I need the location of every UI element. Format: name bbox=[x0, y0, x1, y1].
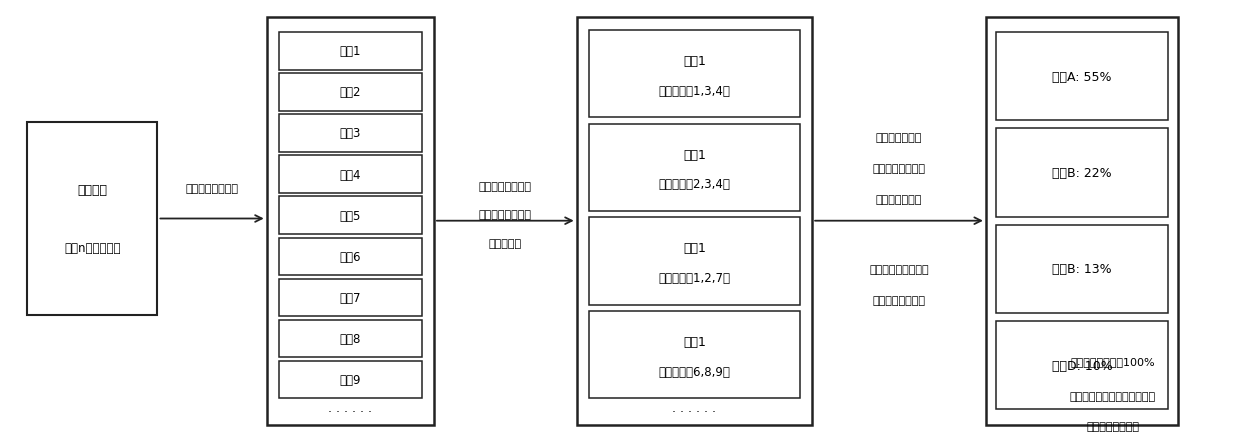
Text: 规则1: 规则1 bbox=[340, 45, 361, 58]
Text: 当某定界结果被确认时，则该: 当某定界结果被确认时，则该 bbox=[1070, 392, 1156, 401]
Text: 果概率，并展示: 果概率，并展示 bbox=[875, 194, 923, 204]
Text: 根据匹配的规则寻: 根据匹配的规则寻 bbox=[479, 181, 532, 191]
Text: 模型1: 模型1 bbox=[683, 336, 706, 348]
Text: 模型1: 模型1 bbox=[683, 148, 706, 161]
Text: （包含规则1,3,4）: （包含规则1,3,4） bbox=[658, 85, 730, 97]
Bar bbox=[279, 197, 422, 234]
Text: 异常事件: 异常事件 bbox=[77, 184, 108, 197]
Bar bbox=[27, 123, 157, 315]
Bar bbox=[996, 129, 1168, 217]
Text: 根据被命中的模: 根据被命中的模 bbox=[875, 133, 923, 143]
Text: 规则的模型: 规则的模型 bbox=[489, 238, 522, 248]
Bar bbox=[279, 74, 422, 111]
Bar bbox=[279, 115, 422, 152]
Bar bbox=[279, 279, 422, 317]
Text: 当有模型被命中时，: 当有模型被命中时， bbox=[869, 265, 929, 274]
Bar bbox=[986, 18, 1178, 425]
Bar bbox=[279, 238, 422, 276]
Text: （包含规则2,3,4）: （包含规则2,3,4） bbox=[658, 178, 730, 191]
Text: 异常数据匹配规则: 异常数据匹配规则 bbox=[186, 184, 238, 193]
Text: （包含规则6,8,9）: （包含规则6,8,9） bbox=[658, 365, 730, 378]
Text: 结果概率基数增加: 结果概率基数增加 bbox=[1086, 421, 1140, 431]
Text: 规则8: 规则8 bbox=[340, 332, 361, 345]
Bar bbox=[279, 33, 422, 71]
Text: · · · · · ·: · · · · · · bbox=[329, 405, 372, 418]
Text: 结果D: 10%: 结果D: 10% bbox=[1052, 359, 1112, 372]
Bar bbox=[996, 321, 1168, 410]
Text: 所有结果概率和为100%: 所有结果概率和为100% bbox=[1070, 357, 1156, 366]
Bar bbox=[589, 124, 800, 212]
Text: 规则7: 规则7 bbox=[340, 291, 361, 304]
Bar bbox=[267, 18, 434, 425]
Text: 规则6: 规则6 bbox=[340, 250, 361, 263]
Text: 该模型活跃度自增: 该模型活跃度自增 bbox=[873, 295, 925, 305]
Text: 找包含所有被匹配: 找包含所有被匹配 bbox=[479, 210, 532, 219]
Bar bbox=[589, 218, 800, 305]
Text: 规则5: 规则5 bbox=[340, 209, 361, 222]
Text: 模型1: 模型1 bbox=[683, 242, 706, 255]
Text: 型，计算关联的结: 型，计算关联的结 bbox=[873, 164, 925, 173]
Text: 结果B: 22%: 结果B: 22% bbox=[1052, 166, 1112, 180]
Bar bbox=[279, 361, 422, 399]
Bar bbox=[996, 33, 1168, 121]
Text: 模型1: 模型1 bbox=[683, 55, 706, 67]
Bar bbox=[279, 156, 422, 194]
Text: （包含规则1,2,7）: （包含规则1,2,7） bbox=[658, 272, 730, 285]
Bar bbox=[996, 225, 1168, 314]
Text: · · · · · ·: · · · · · · bbox=[672, 405, 717, 418]
Text: 规则4: 规则4 bbox=[340, 168, 361, 181]
Text: 结果A: 55%: 结果A: 55% bbox=[1053, 71, 1111, 84]
Bar bbox=[577, 18, 812, 425]
Text: 规则9: 规则9 bbox=[340, 373, 361, 386]
Bar bbox=[279, 320, 422, 357]
Text: 包含n条异常数据: 包含n条异常数据 bbox=[64, 241, 120, 254]
Text: 规则2: 规则2 bbox=[340, 86, 361, 99]
Bar bbox=[589, 311, 800, 399]
Text: 规则3: 规则3 bbox=[340, 127, 361, 140]
Bar bbox=[589, 31, 800, 118]
Text: 结果B: 13%: 结果B: 13% bbox=[1052, 263, 1112, 276]
